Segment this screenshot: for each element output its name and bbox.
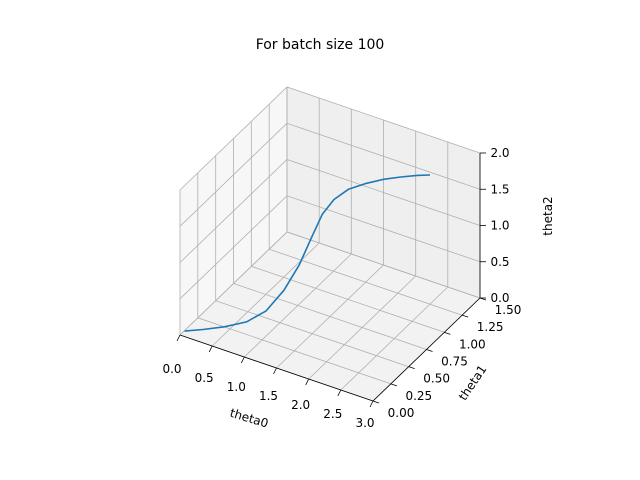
- x-tick-label: 0.0: [162, 362, 181, 376]
- x-tick-mark: [208, 345, 213, 353]
- x-tick-mark: [369, 400, 374, 408]
- grid-line-z: [179, 195, 481, 300]
- chart-title: For batch size 100: [256, 37, 385, 53]
- x-tick-mark: [305, 378, 310, 386]
- z-tick-label: 2.0: [490, 146, 509, 160]
- x-tick-mark: [176, 334, 181, 342]
- y-tick-label: 0.00: [388, 406, 415, 420]
- z-tick-label: 0.5: [490, 255, 509, 269]
- axes-panes: [180, 87, 480, 401]
- x-axis-label: theta0: [228, 406, 270, 431]
- z-axis-label: theta2: [541, 196, 555, 235]
- x-tick-mark: [273, 367, 277, 375]
- x-tick-label: 2.5: [323, 407, 342, 421]
- z-tick-label: 1.0: [490, 219, 509, 233]
- y-tick-label: 0.50: [423, 372, 450, 386]
- y-tick-mark: [372, 400, 380, 404]
- y-tick-mark: [408, 366, 415, 370]
- y-tick-mark: [462, 314, 469, 318]
- grid-line-z: [179, 86, 481, 191]
- grid-line-z: [179, 122, 481, 227]
- y-axis-label: theta1: [456, 363, 490, 403]
- x-tick-mark: [337, 389, 342, 397]
- z-tick-label: 1.5: [490, 182, 509, 196]
- y-tick-label: 1.50: [495, 303, 522, 317]
- y-tick-label: 1.25: [477, 320, 504, 334]
- x-tick-label: 1.0: [227, 380, 246, 394]
- y-tick-label: 0.25: [405, 389, 432, 403]
- z-tick-label: 0.0: [490, 291, 509, 305]
- x-tick-mark: [240, 356, 245, 364]
- x-tick-label: 3.0: [355, 416, 374, 430]
- series-group: [184, 174, 431, 332]
- y-tick-label: 0.75: [441, 355, 468, 369]
- y-tick-mark: [444, 331, 451, 335]
- grid-line-z: [179, 159, 481, 263]
- tick-labels: 0.0 0.5 1.0 1.5 2.0 2.5 3.0 0.00 0.25 0.50 0.75 1.0…: [162, 146, 521, 430]
- y-tick-mark: [390, 383, 397, 387]
- y-tick-mark: [426, 349, 433, 352]
- grid-line-z: [179, 231, 481, 336]
- x-tick-label: 2.0: [291, 398, 310, 412]
- x-tick-label: 1.5: [259, 389, 278, 403]
- series-line: [184, 174, 431, 332]
- x-tick-label: 0.5: [195, 371, 214, 385]
- y-tick-label: 1.00: [459, 337, 486, 351]
